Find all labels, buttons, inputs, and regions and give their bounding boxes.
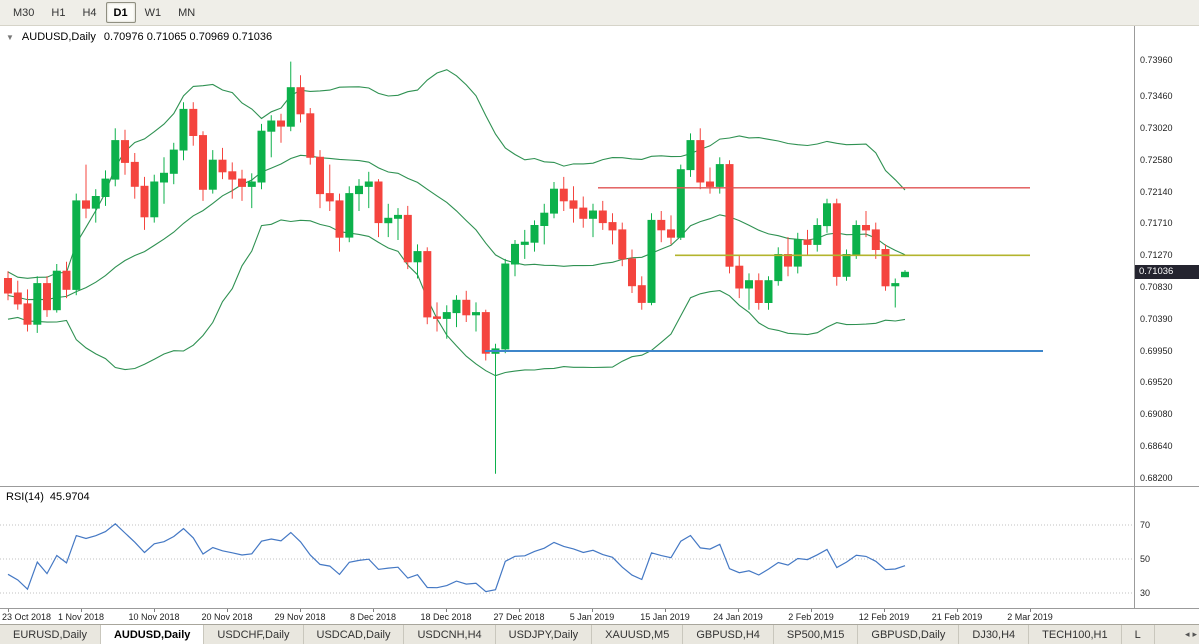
price-axis-label: 0.70830 bbox=[1140, 282, 1173, 293]
date-label: 27 Dec 2018 bbox=[493, 612, 545, 622]
date-label: 2 Feb 2019 bbox=[788, 612, 834, 622]
date-label: 18 Dec 2018 bbox=[420, 612, 472, 622]
price-axis-label: 0.69950 bbox=[1140, 346, 1173, 357]
price-axis-label: 0.71270 bbox=[1140, 250, 1173, 261]
axis-divider bbox=[1134, 26, 1135, 608]
time-tick bbox=[154, 609, 155, 612]
time-tick bbox=[446, 609, 447, 612]
bollinger-bands bbox=[7, 69, 906, 377]
price-axis-label: 0.72140 bbox=[1140, 187, 1173, 198]
chart-tab[interactable]: USDJPY,Daily bbox=[496, 625, 593, 644]
rsi-indicator-value: 45.9704 bbox=[49, 491, 90, 503]
chart-tab[interactable]: SP500,M15 bbox=[774, 625, 859, 644]
time-tick bbox=[373, 609, 374, 612]
date-label: 8 Dec 2018 bbox=[349, 612, 397, 622]
time-tick bbox=[81, 609, 82, 612]
timeframe-button-mn[interactable]: MN bbox=[178, 6, 196, 19]
time-tick bbox=[665, 609, 666, 612]
price-axis-label: 0.73460 bbox=[1140, 91, 1173, 102]
date-label: 10 Nov 2018 bbox=[128, 612, 180, 622]
chart-tab[interactable]: DJ30,H4 bbox=[959, 625, 1030, 644]
chart-tab[interactable]: GBPUSD,H4 bbox=[683, 625, 774, 644]
timeframe-button-h1[interactable]: H1 bbox=[51, 6, 66, 19]
rsi-header: RSI(14) 45.9704 bbox=[6, 491, 90, 503]
price-axis-label: 0.69080 bbox=[1140, 409, 1173, 420]
candlesticks bbox=[4, 61, 909, 474]
time-tick bbox=[8, 609, 9, 612]
date-label: 5 Jan 2019 bbox=[569, 612, 615, 622]
price-axis-label: 0.69520 bbox=[1140, 377, 1173, 388]
date-label: 12 Feb 2019 bbox=[858, 612, 910, 622]
price-axis-label: 0.68640 bbox=[1140, 441, 1173, 452]
timeframe-button-m30[interactable]: M30 bbox=[13, 6, 35, 19]
chart-tab[interactable]: L bbox=[1122, 625, 1155, 644]
time-tick bbox=[738, 609, 739, 612]
price-axis-label: 0.68200 bbox=[1140, 473, 1173, 484]
chart-tabs-bar: EURUSD,Daily AUDUSD,Daily USDCHF,Daily USDC… bbox=[0, 624, 1199, 644]
tab-scroll-controls: ◂ ▸ bbox=[1185, 624, 1197, 644]
rsi-level-lines bbox=[0, 524, 1134, 594]
chart-tab[interactable]: USDCHF,Daily bbox=[204, 625, 304, 644]
time-tick bbox=[519, 609, 520, 612]
chart-tab[interactable]: USDCNH,H4 bbox=[404, 625, 496, 644]
rsi-panel[interactable]: RSI(14) 45.9704 bbox=[0, 487, 1134, 608]
rsi-line bbox=[7, 523, 906, 593]
date-label: 2 Mar 2019 bbox=[1007, 612, 1053, 622]
rsi-level-label: 70 bbox=[1140, 520, 1151, 530]
price-axis-label: 0.71710 bbox=[1140, 218, 1173, 229]
panel-divider[interactable] bbox=[0, 486, 1199, 487]
date-label: 15 Jan 2019 bbox=[640, 612, 690, 622]
tab-scroll-right-icon[interactable]: ▸ bbox=[1192, 628, 1197, 639]
chart-menu-icon[interactable]: ▼ bbox=[6, 32, 14, 42]
tab-scroll-left-icon[interactable]: ◂ bbox=[1184, 628, 1190, 639]
rsi-level-label: 30 bbox=[1140, 588, 1151, 598]
chart-symbol-title: AUDUSD,Daily bbox=[21, 31, 96, 43]
chart-tab[interactable]: AUDUSD,Daily bbox=[100, 625, 205, 644]
time-tick bbox=[592, 609, 593, 612]
price-axis-label: 0.72580 bbox=[1140, 155, 1173, 166]
date-label: 20 Nov 2018 bbox=[201, 612, 253, 622]
date-label: 21 Feb 2019 bbox=[931, 612, 983, 622]
rsi-indicator-label: RSI(14) bbox=[6, 491, 44, 503]
current-price-badge: 0.71036 bbox=[1134, 265, 1199, 280]
chart-tab[interactable]: USDCAD,Daily bbox=[304, 625, 405, 644]
timeframe-button-h4[interactable]: H4 bbox=[82, 6, 97, 19]
chart-header: ▼ AUDUSD,Daily 0.70976 0.71065 0.70969 0… bbox=[6, 31, 272, 43]
chart-tab[interactable]: GBPUSD,Daily bbox=[858, 625, 960, 644]
date-label: 1 Nov 2018 bbox=[57, 612, 105, 622]
time-tick bbox=[1030, 609, 1031, 612]
time-tick bbox=[227, 609, 228, 612]
rsi-chart[interactable] bbox=[0, 487, 1134, 608]
price-chart-area[interactable]: ▼ AUDUSD,Daily 0.70976 0.71065 0.70969 0… bbox=[0, 26, 1134, 486]
time-tick bbox=[957, 609, 958, 612]
time-tick bbox=[300, 609, 301, 612]
horizontal-lines[interactable] bbox=[485, 187, 1043, 352]
chart-tab[interactable]: EURUSD,Daily bbox=[0, 625, 101, 644]
time-tick bbox=[884, 609, 885, 612]
candlestick-chart[interactable] bbox=[0, 26, 1134, 486]
chart-tab[interactable]: TECH100,H1 bbox=[1029, 625, 1122, 644]
time-axis-divider bbox=[0, 608, 1199, 609]
date-label: 24 Jan 2019 bbox=[713, 612, 763, 622]
chart-ohlc-values: 0.70976 0.71065 0.70969 0.71036 bbox=[103, 31, 273, 43]
rsi-axis[interactable]: 70 50 30 bbox=[1135, 487, 1199, 608]
timeframe-button-w1[interactable]: W1 bbox=[144, 6, 162, 19]
price-axis[interactable]: 0.73960 0.73460 0.73020 0.72580 0.72140 0.717… bbox=[1135, 26, 1199, 486]
chart-tab[interactable]: XAUUSD,M5 bbox=[592, 625, 684, 644]
time-tick bbox=[811, 609, 812, 612]
timeframe-button-d1[interactable]: D1 bbox=[105, 2, 136, 23]
price-axis-label: 0.73020 bbox=[1140, 123, 1173, 134]
timeframe-toolbar: M30 H1 H4 D1 W1 MN bbox=[0, 0, 1199, 26]
rsi-level-label: 50 bbox=[1140, 554, 1151, 564]
time-axis[interactable]: 23 Oct 2018 1 Nov 2018 10 Nov 2018 20 Nov 2… bbox=[0, 609, 1199, 624]
date-label: 23 Oct 2018 bbox=[2, 612, 52, 622]
date-label: 29 Nov 2018 bbox=[274, 612, 326, 622]
price-axis-label: 0.70390 bbox=[1140, 314, 1173, 325]
price-axis-label: 0.73960 bbox=[1140, 55, 1173, 66]
